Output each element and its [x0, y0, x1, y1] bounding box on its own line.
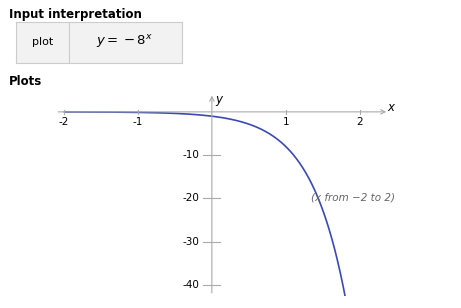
Text: Input interpretation: Input interpretation — [9, 8, 142, 21]
Text: x: x — [388, 101, 395, 115]
Text: Plots: Plots — [9, 75, 42, 88]
Text: -2: -2 — [59, 117, 69, 128]
Text: -40: -40 — [183, 280, 200, 290]
Text: (x from −2 to 2): (x from −2 to 2) — [311, 192, 395, 202]
Text: -10: -10 — [183, 150, 200, 160]
Text: -20: -20 — [183, 193, 200, 203]
Text: -1: -1 — [133, 117, 143, 128]
Text: -30: -30 — [183, 237, 200, 247]
Text: 2: 2 — [356, 117, 363, 128]
Text: y: y — [216, 93, 223, 106]
Text: $y = -8^x$: $y = -8^x$ — [95, 33, 153, 50]
Text: 1: 1 — [283, 117, 289, 128]
Text: plot: plot — [32, 37, 53, 47]
